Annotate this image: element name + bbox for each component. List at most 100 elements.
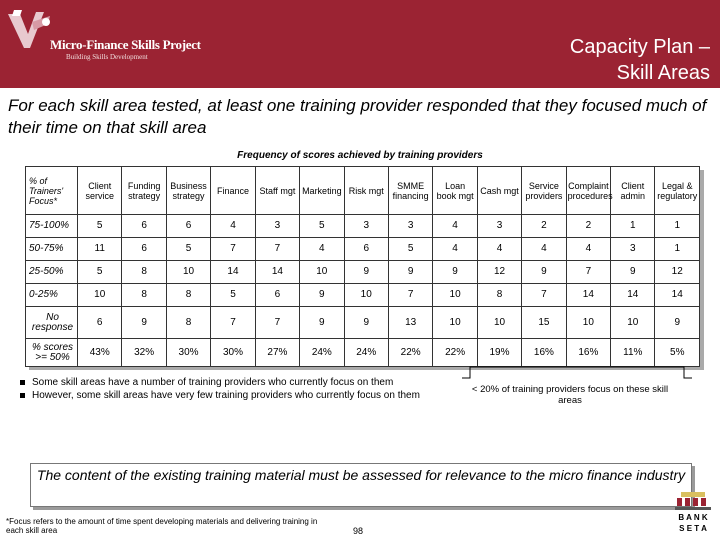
table-cell: 10	[476, 306, 523, 339]
table-cell: 10	[299, 260, 345, 284]
table-cell: 30%	[210, 338, 256, 367]
title-line-1: Capacity Plan –	[569, 36, 710, 58]
table-cell: 7	[387, 283, 434, 307]
table-cell: 10	[343, 283, 389, 307]
column-header: SMME financing	[387, 166, 434, 215]
table-cell: 4	[299, 237, 345, 261]
callout-text: < 20% of training providers focus on the…	[471, 384, 669, 406]
column-header: Risk mgt	[343, 166, 389, 215]
callout-bracket-icon	[462, 366, 692, 379]
table-cell: 4	[432, 237, 478, 261]
table-cell: 43%	[76, 338, 123, 367]
frequency-table: % of Trainers' Focus* Client service Fun…	[25, 166, 700, 367]
page-number: 98	[353, 526, 364, 536]
table-cell: 19%	[476, 338, 523, 367]
table-cell: 9	[299, 306, 345, 339]
column-header: Loan book mgt	[432, 166, 478, 215]
table-cell: 7	[521, 283, 567, 307]
table-cell: 6	[121, 214, 167, 238]
table-cell: 9	[387, 260, 434, 284]
table-cell: 16%	[521, 338, 567, 367]
table-row: 25-50% 5 8 10 14 14 10 9 9 9 12 9 7 9 12	[25, 260, 700, 284]
column-header: Marketing	[299, 166, 345, 215]
table-cell: 11%	[610, 338, 656, 367]
table-cell: 14	[565, 283, 612, 307]
column-header: Finance	[210, 166, 256, 215]
column-header: Staff mgt	[254, 166, 301, 215]
bullet-text: Some skill areas have a number of traini…	[32, 377, 394, 388]
table-cell: 9	[654, 306, 700, 339]
column-header: Business strategy	[165, 166, 212, 215]
table-cell: 10	[610, 306, 656, 339]
row-label: 25-50%	[25, 260, 78, 284]
row-label: 75-100%	[25, 214, 78, 238]
table-cell: 6	[254, 283, 301, 307]
table-cell: 5	[76, 260, 123, 284]
table-cell: 3	[254, 214, 301, 238]
column-header: Funding strategy	[121, 166, 167, 215]
table-cell: 7	[210, 306, 256, 339]
table-cell: 11	[76, 237, 123, 261]
table-row: 50-75% 11 6 5 7 7 4 6 5 4 4 4 4 3 1	[25, 237, 700, 261]
table-cell: 5	[299, 214, 345, 238]
row-label: % scores >= 50%	[25, 338, 78, 367]
table-cell: 8	[165, 306, 212, 339]
project-logo-icon	[8, 10, 50, 48]
bullet-text: However, some skill areas have very few …	[32, 390, 420, 401]
table-cell: 12	[476, 260, 523, 284]
column-header: Legal & regulatory	[654, 166, 700, 215]
table-cell: 6	[121, 237, 167, 261]
logo-text: Micro-Finance Skills Project	[50, 37, 201, 52]
table-cell: 9	[121, 306, 167, 339]
table-cell: 7	[254, 306, 301, 339]
column-header: Client admin	[610, 166, 656, 215]
table-cell: 12	[654, 260, 700, 284]
table-cell: 10	[165, 260, 212, 284]
table-cell: 3	[476, 214, 523, 238]
bullet-square-icon	[20, 380, 25, 385]
bullet-list: Some skill areas have a number of traini…	[20, 377, 440, 403]
table-cell: 9	[343, 260, 389, 284]
bullet-item: Some skill areas have a number of traini…	[20, 377, 440, 389]
column-header: Service providers	[521, 166, 567, 215]
table-cell: 9	[343, 306, 389, 339]
table-cell: 4	[210, 214, 256, 238]
table-cell: 4	[521, 237, 567, 261]
table-cell: 6	[76, 306, 123, 339]
intro-text: For each skill area tested, at least one…	[8, 96, 707, 137]
table-cell: 4	[432, 214, 478, 238]
footnote: *Focus refers to the amount of time spen…	[6, 517, 318, 535]
table-cell: 13	[387, 306, 434, 339]
bullet-item: However, some skill areas have very few …	[20, 390, 440, 402]
row-label: No response	[25, 306, 78, 339]
table-cell: 9	[299, 283, 345, 307]
table-cell: 5	[76, 214, 123, 238]
svg-text:S E T A: S E T A	[679, 524, 707, 533]
logo-subtext: Building Skills Development	[66, 53, 148, 61]
table-cell: 8	[121, 283, 167, 307]
row-label: 50-75%	[25, 237, 78, 261]
table-row: 0-25% 10 8 8 5 6 9 10 7 10 8 7 14 14 14	[25, 283, 700, 307]
table-cell: 9	[432, 260, 478, 284]
frequency-table-container: % of Trainers' Focus* Client service Fun…	[25, 166, 700, 367]
column-header: Cash mgt	[476, 166, 523, 215]
table-cell: 6	[165, 214, 212, 238]
table-cell: 1	[654, 237, 700, 261]
table-cell: 14	[210, 260, 256, 284]
table-cell: 30%	[165, 338, 212, 367]
table-cell: 10	[432, 283, 478, 307]
table-cell: 9	[521, 260, 567, 284]
table-cell: 14	[610, 283, 656, 307]
svg-text:B A N K: B A N K	[678, 513, 707, 522]
table-cell: 22%	[432, 338, 478, 367]
column-header: Client service	[76, 166, 123, 215]
table-cell: 7	[254, 237, 301, 261]
corner-header: % of Trainers' Focus*	[25, 166, 78, 215]
table-row: % scores >= 50% 43% 32% 30% 30% 27% 24% …	[25, 338, 700, 367]
table-cell: 27%	[254, 338, 301, 367]
bank-seta-logo-icon: B A N K S E T A	[675, 492, 711, 533]
header-banner: Micro-Finance Skills Project Building Sk…	[0, 0, 720, 88]
column-header: Complaint procedures	[565, 166, 613, 215]
table-header-row: % of Trainers' Focus* Client service Fun…	[25, 166, 700, 215]
table-cell: 15	[521, 306, 567, 339]
